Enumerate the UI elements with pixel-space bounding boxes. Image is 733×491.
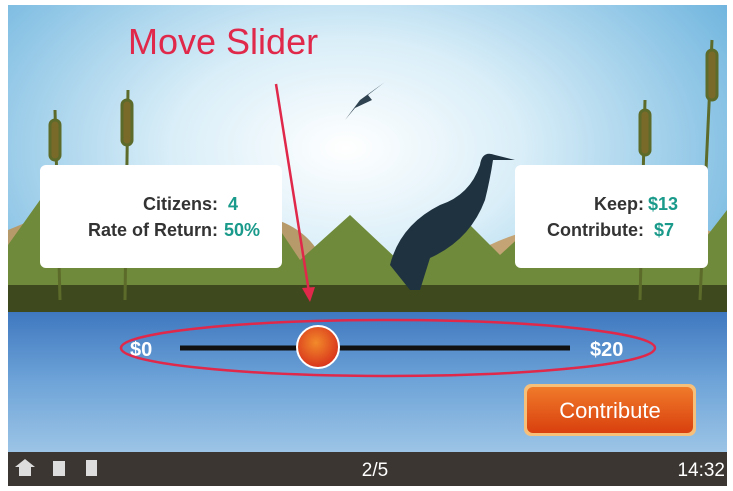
- value: $7: [654, 220, 674, 240]
- grass-base: [8, 285, 727, 312]
- label: Citizens:: [143, 194, 218, 214]
- slider-max: $20: [590, 339, 623, 361]
- slider-thumb[interactable]: [297, 326, 339, 368]
- info-card: [515, 165, 708, 268]
- label: Rate of Return:: [88, 220, 218, 240]
- clock: 14:32: [677, 460, 725, 481]
- progress: 2/5: [362, 460, 388, 481]
- annotation-title: Move Slider: [128, 21, 318, 62]
- notes-icon[interactable]: [53, 461, 65, 476]
- label: Keep:: [594, 194, 644, 214]
- label: Contribute:: [547, 220, 644, 240]
- value: 4: [228, 194, 238, 214]
- button-label: Contribute: [559, 398, 661, 423]
- doc-icon[interactable]: [86, 460, 97, 476]
- game-screen: Citizens: 4 Rate of Return: 50% Keep: $1…: [0, 0, 733, 491]
- value: 50%: [224, 220, 260, 240]
- contribute-button[interactable]: Contribute: [524, 384, 696, 436]
- info-card: [40, 165, 282, 268]
- page: Citizens: 4 Rate of Return: 50% Keep: $1…: [0, 0, 733, 491]
- value: $13: [648, 194, 678, 214]
